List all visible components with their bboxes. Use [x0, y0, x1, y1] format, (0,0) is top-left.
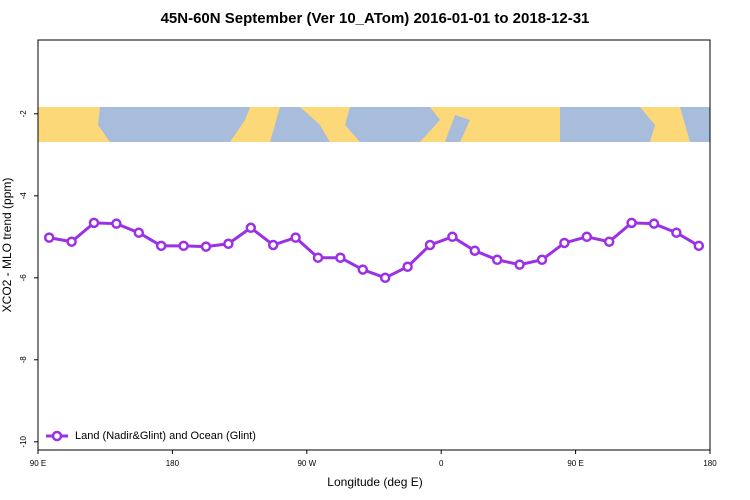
point: [447, 231, 458, 243]
point: [559, 237, 570, 249]
chart-title: 45N-60N September (Ver 10_ATom) 2016-01-…: [161, 10, 590, 27]
x-tick-label: 0: [439, 459, 444, 468]
point: [648, 218, 660, 229]
point: [43, 232, 55, 243]
point: [671, 227, 682, 238]
point: [379, 272, 391, 284]
point: [424, 239, 436, 251]
y-tick-label: -10: [19, 435, 28, 447]
point: [581, 231, 593, 243]
point: [155, 240, 167, 252]
x-tick-label: 90 W: [297, 459, 316, 468]
point: [66, 236, 77, 247]
point: [357, 264, 369, 275]
x-tick-label: 90 E: [567, 459, 583, 468]
point: [402, 261, 413, 272]
x-tick-label: 180: [166, 459, 180, 468]
point: [491, 254, 503, 266]
point: [245, 222, 257, 234]
point: [267, 239, 279, 251]
point: [178, 240, 189, 252]
map-strip: [38, 107, 710, 142]
point: [536, 254, 548, 266]
point: [88, 217, 100, 229]
point: [223, 238, 234, 250]
point: [693, 240, 705, 252]
legend-marker: [51, 430, 63, 442]
legend-label: Land (Nadir&Glint) and Ocean (Glint): [75, 430, 256, 442]
y-axis-label: XCO2 - MLO trend (ppm): [0, 178, 14, 313]
point: [626, 217, 637, 229]
point: [290, 232, 301, 243]
point: [133, 227, 145, 238]
x-axis-label: Longitude (deg E): [327, 475, 422, 489]
point: [312, 252, 324, 263]
point: [200, 241, 212, 252]
x-tick-label: 90 E: [30, 459, 46, 468]
line: [48, 221, 700, 280]
y-tick-label: -4: [19, 192, 28, 200]
y-tick-label: -2: [19, 110, 28, 118]
point: [335, 252, 346, 263]
y-tick-label: -6: [19, 274, 28, 282]
point: [111, 218, 122, 229]
x-tick-label: 180: [703, 459, 717, 468]
plot-frame: [37, 39, 711, 451]
point: [603, 236, 615, 247]
point: [514, 259, 525, 270]
y-tick-label: -8: [19, 356, 28, 364]
point: [469, 245, 481, 256]
